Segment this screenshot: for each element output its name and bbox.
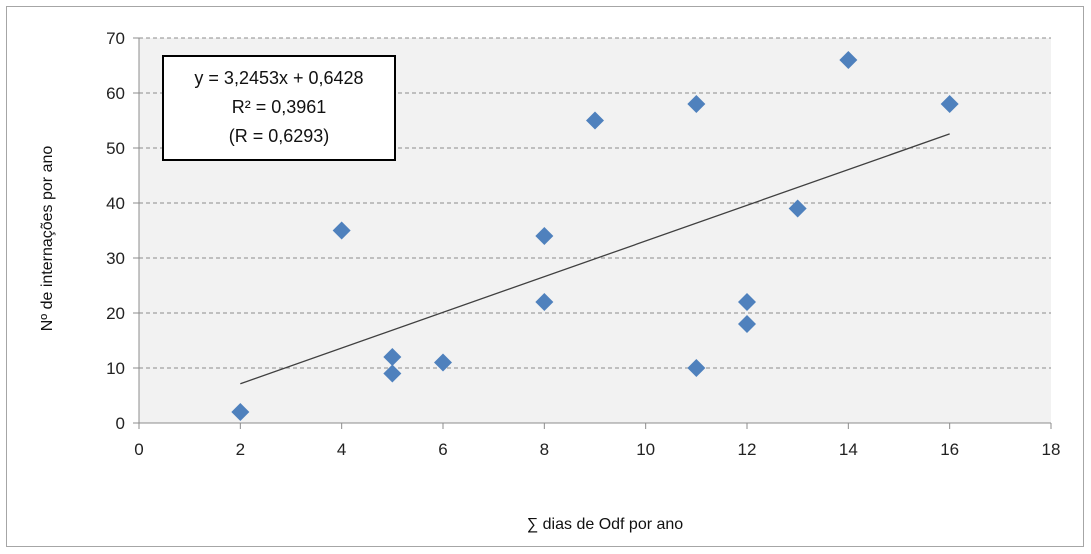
gridlines [139,37,1051,369]
data-point [738,293,756,311]
equation-box [162,55,396,161]
data-point [535,293,554,311]
data-point [687,95,706,113]
y-tick-label: 0 [116,414,125,433]
x-tick-label: 6 [438,440,447,459]
data-point [839,51,858,69]
x-tick-label: 2 [236,440,245,459]
x-axis-title: ∑ dias de Odf por ano [527,516,683,533]
x-tick-label: 16 [940,440,959,459]
data-point [434,353,452,372]
y-tick-label: 30 [106,249,125,268]
y-tick-label: 10 [106,359,125,378]
trendline [240,133,950,385]
x-tick-label: 18 [1042,440,1061,459]
y-tick-label: 60 [106,84,125,103]
y-tick-label: 70 [106,29,125,48]
y-tick-label: 50 [106,139,125,158]
data-point [383,364,402,383]
data-point [687,359,706,377]
data-point [788,199,807,218]
data-point [231,403,250,421]
x-tick-label: 4 [337,440,346,459]
data-point [332,221,351,240]
r-value-text: (R = 0,6293) [229,126,330,146]
equation-annotation: y = 3,2453x + 0,6428 R² = 0,3961 (R = 0,… [162,55,396,161]
x-tick-label: 8 [540,440,549,459]
y-tick-label: 20 [106,304,125,323]
data-point [940,95,959,113]
tick-labels: 0 2 4 6 8 10 12 14 16 18 0 10 20 30 40 50 60 70 [106,29,1060,459]
data-points [231,51,959,421]
x-tick-label: 10 [636,440,655,459]
equation-text: y = 3,2453x + 0,6428 [194,68,363,88]
data-point [535,227,554,245]
data-point [586,111,604,130]
y-axis-title: Nº de internações por ano [39,146,56,332]
x-tick-label: 0 [134,440,143,459]
r-squared-text: R² = 0,3961 [232,97,327,117]
x-tick-label: 12 [738,440,757,459]
y-tick-label: 40 [106,194,125,213]
data-point [383,348,402,366]
data-point [738,315,756,333]
x-tick-label: 14 [839,440,858,459]
axes [133,37,1052,429]
